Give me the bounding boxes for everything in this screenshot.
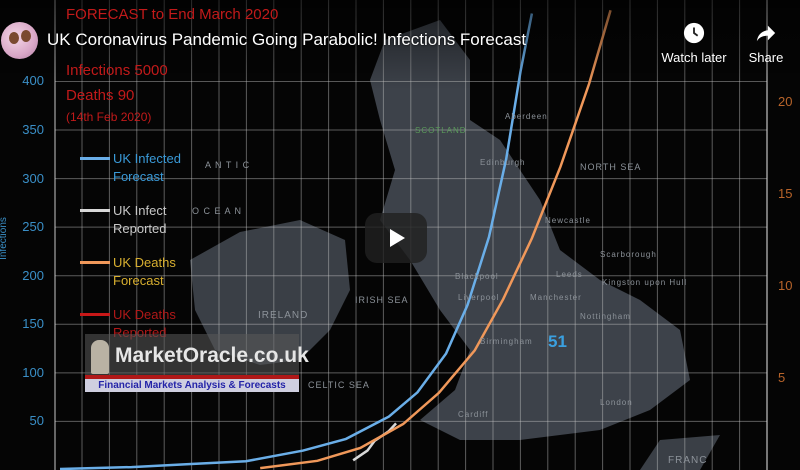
play-button[interactable]: [365, 213, 427, 263]
map-label: London: [600, 398, 633, 407]
map-number: 51: [548, 332, 567, 351]
y-right-tick-label: 20: [778, 94, 793, 110]
legend-label: UK Infected: [113, 151, 181, 166]
map-label: Newcastle: [545, 216, 591, 225]
share-button[interactable]: Share: [744, 22, 788, 65]
legend-swatch: [80, 209, 110, 212]
series-line-uk-infected-forecast: [59, 13, 534, 470]
share-arrow-icon: [756, 25, 776, 42]
forecast-infections: Infections 5000: [66, 62, 168, 79]
map-label: Aberdeen: [505, 112, 548, 121]
legend-item: UK Infect Reported: [113, 202, 166, 238]
legend-item: UK Infected Forecast: [113, 150, 181, 186]
watch-later-label: Watch later: [661, 50, 727, 65]
map-label: Blackpool: [455, 272, 499, 281]
forecast-deaths: Deaths 90: [66, 87, 135, 104]
y-left-tick-label: 50: [29, 413, 44, 429]
map-label: O C E A N: [192, 206, 243, 216]
map-label: Kingston upon Hull: [602, 278, 688, 287]
map-label: NORTH SEA: [580, 162, 642, 172]
legend-swatch: [80, 261, 110, 264]
legend-item: UK Deaths Forecast: [113, 254, 176, 290]
map-ireland: [190, 220, 350, 365]
legend-swatch: [80, 157, 110, 160]
forecast-header: FORECAST to End March 2020: [66, 6, 279, 23]
series-line-uk-deaths-forecast: [260, 9, 612, 470]
map-label: Cardiff: [458, 410, 489, 419]
y-left-tick-label: 250: [22, 219, 44, 235]
map-label: Edinburgh: [480, 158, 526, 167]
channel-avatar[interactable]: [1, 22, 38, 59]
statue-logo-icon: [91, 340, 109, 374]
legend-swatch: [80, 313, 110, 316]
y-left-tick-label: 100: [22, 364, 44, 380]
series-line-uk-infect-reported: [352, 422, 397, 462]
map-background: [190, 20, 720, 470]
y-right-tick-label: 15: [778, 186, 793, 202]
legend-label: UK Deaths: [113, 255, 176, 270]
map-label: FRANC: [668, 455, 708, 466]
legend-label: Reported: [113, 221, 167, 236]
map-france: [640, 435, 720, 470]
legend-label: Forecast: [113, 169, 164, 184]
y-left-tick-label: 400: [22, 73, 44, 89]
legend-label: UK Deaths: [113, 307, 176, 322]
map-label: Nottingham: [580, 312, 631, 321]
watermark-tagline: Financial Markets Analysis & Forecasts: [85, 379, 299, 392]
map-label: Birmingham: [480, 337, 533, 346]
legend-label: Forecast: [113, 273, 164, 288]
y-left-tick-label: 150: [22, 316, 44, 332]
forecast-date: (14th Feb 2020): [66, 110, 152, 124]
legend-label: UK Infect: [113, 203, 167, 218]
title-bar: [0, 0, 800, 90]
map-label: Leeds: [556, 270, 583, 279]
map-label: SCOTLAND: [415, 126, 467, 135]
y-left-tick-label: 200: [22, 267, 44, 283]
marketoracle-watermark: MarketOracle.co.uk Financial Markets Ana…: [85, 334, 309, 392]
map-label: A N T I C: [205, 160, 251, 170]
y-left-tick-label: 350: [22, 122, 44, 138]
map-label: IRISH SEA: [355, 295, 409, 305]
y-left-tick-label: 300: [22, 170, 44, 186]
map-label: CELTIC SEA: [308, 380, 370, 390]
map-label: Scarborough: [600, 250, 657, 259]
chart-series: [59, 9, 612, 470]
clock-icon: [683, 22, 705, 44]
map-label: IRELAND: [258, 310, 309, 321]
map-great-britain: [370, 20, 690, 440]
share-label: Share: [748, 50, 784, 65]
map-label: Manchester: [530, 293, 582, 302]
y-right-tick-label: 10: [778, 278, 793, 294]
y-right-tick-label: 5: [778, 370, 786, 386]
watermark-name: MarketOracle.co.uk: [115, 344, 309, 367]
watermark-divider: [85, 375, 299, 379]
video-title[interactable]: UK Coronavirus Pandemic Going Parabolic!…: [47, 30, 527, 49]
watch-later-button[interactable]: Watch later: [658, 22, 730, 65]
map-label: Liverpool: [458, 293, 500, 302]
